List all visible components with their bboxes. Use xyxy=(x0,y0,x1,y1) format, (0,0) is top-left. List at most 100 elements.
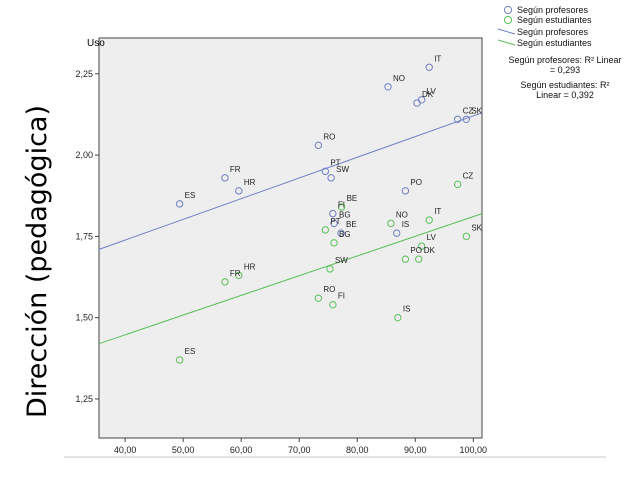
point-label-it: IT xyxy=(434,207,441,216)
legend-label-estudiantes: Según estudiantes xyxy=(517,15,592,25)
data-point-dk xyxy=(413,99,421,107)
data-point-pt xyxy=(321,167,330,176)
legend-r2-profesores-line1: Según profesores: R² Linear xyxy=(508,55,621,65)
legend-r2-estudiantes-line2: Linear = 0,392 xyxy=(536,90,594,100)
y-tick-label: 1,75 xyxy=(75,231,93,241)
x-tick-label: 40,00 xyxy=(114,445,137,455)
data-point-es xyxy=(175,200,184,208)
legend-line-estudiantes xyxy=(497,39,516,46)
point-label-fr: FR xyxy=(230,165,241,174)
point-label-sk: SK xyxy=(471,106,482,115)
y-axis-label: Dirección (pedagógica) xyxy=(22,105,53,418)
point-label-sw: SW xyxy=(335,256,348,265)
data-point-es xyxy=(175,356,184,364)
point-label-fi: FI xyxy=(338,201,345,210)
data-point-it xyxy=(425,63,433,71)
point-label-hr: HR xyxy=(244,262,256,271)
axis-ticks: 40,00 50,00 60,00 70,00 80,00 90,00 100,00 1,25… xyxy=(75,69,487,455)
point-label-be: BE xyxy=(347,194,358,203)
legend-marker-profesores xyxy=(503,5,513,15)
legend-r2-profesores-line2: = 0,293 xyxy=(550,65,580,75)
point-label-bg: BG xyxy=(339,210,351,219)
legend-marker-estudiantes xyxy=(503,15,513,25)
x-tick-label: 90,00 xyxy=(404,445,427,455)
data-point-sk xyxy=(462,232,471,241)
data-point-hr xyxy=(235,187,243,195)
data-point-cz xyxy=(453,180,462,189)
point-label-sw: SW xyxy=(336,165,349,174)
legend-fit-label-profesores: Según profesores xyxy=(517,27,589,37)
point-label-be: BE xyxy=(346,220,357,229)
data-point-ro xyxy=(314,141,323,150)
y-tick-label: 2,00 xyxy=(75,150,93,160)
point-label-es: ES xyxy=(185,191,196,200)
data-point-bg xyxy=(330,219,338,228)
point-label-fr: FR xyxy=(230,269,241,278)
data-point-dk xyxy=(415,255,423,263)
point-label-pt: PT xyxy=(330,158,340,167)
point-label-is: IS xyxy=(403,305,411,314)
legend-line-profesores xyxy=(497,28,516,35)
point-label-po: PO xyxy=(410,178,422,187)
data-point-lv xyxy=(417,242,426,250)
y-tick-label: 2,25 xyxy=(75,69,93,79)
point-label-bg: BG xyxy=(339,230,351,239)
x-tick-label: 50,00 xyxy=(172,445,195,455)
point-label-it: IT xyxy=(434,54,441,63)
data-point-it xyxy=(425,216,433,224)
data-point-hr xyxy=(235,271,243,280)
data-point-sw xyxy=(327,174,335,182)
data-point-po xyxy=(401,187,410,195)
data-point-no xyxy=(384,83,392,91)
fit-lines xyxy=(98,112,483,345)
x-tick-label: 80,00 xyxy=(346,445,369,455)
data-point-fr xyxy=(221,174,229,182)
point-label-po: PO xyxy=(410,246,422,255)
point-label-fi: FI xyxy=(338,292,345,301)
data-point-be xyxy=(337,203,346,211)
x-axis-label: Uso xyxy=(87,38,105,49)
x-tick-label: 60,00 xyxy=(230,445,253,455)
data-point-pt xyxy=(321,226,330,234)
data-point-no xyxy=(387,219,395,228)
legend-r2-estudiantes-line1: Según estudiantes: R² xyxy=(520,80,609,90)
point-label-ro: RO xyxy=(323,132,335,141)
plot-area xyxy=(98,37,483,439)
point-label-pt: PT xyxy=(330,217,340,226)
data-point-sw xyxy=(326,265,334,273)
data-point-fi xyxy=(329,209,337,218)
point-label-cz: CZ xyxy=(463,171,474,180)
data-point-po xyxy=(401,255,410,263)
fit-line-estudiantes xyxy=(98,213,483,345)
point-label-ro: RO xyxy=(323,285,335,294)
data-point-bg xyxy=(330,239,338,247)
data-point-is xyxy=(394,313,402,322)
point-label-cz: CZ xyxy=(463,106,474,115)
legend: Según profesores Según estudiantes Según… xyxy=(497,5,622,100)
data-point-cz xyxy=(453,115,462,124)
data-point-is xyxy=(392,229,401,237)
data-point-fr xyxy=(221,278,229,286)
y-tick-label: 1,50 xyxy=(75,313,93,323)
point-label-no: NO xyxy=(393,74,405,83)
point-label-sk: SK xyxy=(471,223,482,232)
point-label-dk: DK xyxy=(422,90,434,99)
x-tick-label: 70,00 xyxy=(288,445,311,455)
data-point-sk xyxy=(462,115,471,124)
data-point-fi xyxy=(329,300,337,309)
fit-line-profesores xyxy=(98,112,483,250)
x-tick-label: 100,00 xyxy=(460,445,488,455)
point-label-dk: DK xyxy=(424,246,436,255)
data-points xyxy=(175,63,471,364)
point-label-lv: LV xyxy=(427,87,437,96)
point-label-is: IS xyxy=(402,220,410,229)
point-label-lv: LV xyxy=(427,233,437,242)
data-point-ro xyxy=(314,294,323,302)
legend-fit-label-estudiantes: Según estudiantes xyxy=(517,38,592,48)
legend-label-profesores: Según profesores xyxy=(517,5,589,15)
point-label-hr: HR xyxy=(244,178,256,187)
y-tick-label: 1,25 xyxy=(75,394,93,404)
point-label-es: ES xyxy=(185,347,196,356)
